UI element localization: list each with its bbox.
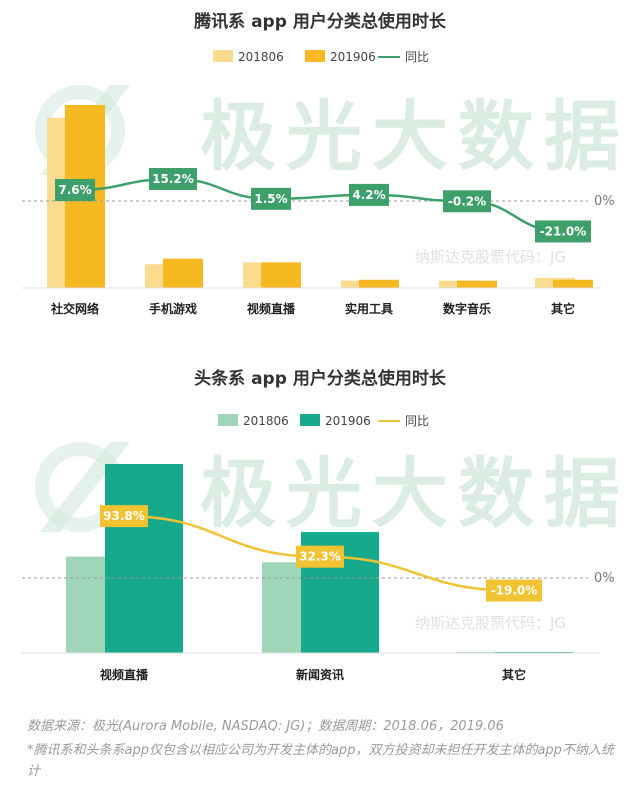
ticker-watermark: 纳斯达克股票代码：JG <box>415 614 566 632</box>
zero-label: 0% <box>594 571 615 586</box>
bar-201806-0 <box>66 556 105 653</box>
yoy-label: 32.3% <box>299 550 341 564</box>
legend-swatch-201906 <box>300 414 320 426</box>
yoy-label-box <box>486 579 542 602</box>
zero-label: 0% <box>594 194 615 209</box>
yoy-label-box <box>296 545 344 568</box>
legend-swatch-201806 <box>213 50 233 62</box>
yoy-label-box <box>100 505 148 528</box>
category-label: 数字音乐 <box>443 301 491 316</box>
legend-label-yoy: 同比 <box>405 50 429 64</box>
legend-label-201806: 201806 <box>238 50 284 64</box>
category-label: 社交网络 <box>50 301 99 316</box>
yoy-label-box <box>149 167 197 190</box>
category-label: 其它 <box>551 301 575 316</box>
bar-201906-3 <box>359 279 399 288</box>
legend-swatch-201906 <box>305 50 325 62</box>
yoy-label-box <box>55 178 95 201</box>
legend-label-201906: 201906 <box>325 414 371 428</box>
brand-watermark: 极光大数据 <box>200 449 630 538</box>
yoy-label-box <box>535 220 591 243</box>
yoy-label: 7.6% <box>58 183 91 197</box>
category-label: 视频直播 <box>100 667 149 682</box>
yoy-label-box <box>443 190 491 213</box>
bar-201806-1 <box>262 562 301 653</box>
yoy-label: -19.0% <box>491 584 538 598</box>
bar-201906-5 <box>553 279 593 288</box>
chart-title: 头条系 app 用户分类总使用时长 <box>194 368 447 389</box>
bar-201906-1 <box>163 258 203 288</box>
yoy-label-box <box>349 183 389 206</box>
category-label: 其它 <box>502 667 526 682</box>
ticker-watermark: 纳斯达克股票代码：JG <box>415 248 566 266</box>
bar-201906-2 <box>261 262 301 288</box>
chart-title: 腾讯系 app 用户分类总使用时长 <box>194 11 447 32</box>
yoy-label: -0.2% <box>448 194 486 208</box>
yoy-label: -21.0% <box>540 224 587 238</box>
brand-watermark: 极光大数据 <box>200 92 630 181</box>
yoy-label: 93.8% <box>103 509 145 523</box>
category-label: 手机游戏 <box>149 301 197 316</box>
bar-201906-4 <box>457 280 497 288</box>
footer-source: 数据来源：极光(Aurora Mobile, NASDAQ: JG)；数据周期：… <box>27 719 504 734</box>
category-label: 新闻资讯 <box>296 667 344 682</box>
legend-label-yoy: 同比 <box>405 414 429 428</box>
yoy-label: 4.2% <box>352 188 385 202</box>
legend-swatch-201806 <box>218 414 238 426</box>
bar-201906-0 <box>105 464 183 653</box>
yoy-label: 1.5% <box>254 192 287 206</box>
category-label: 视频直播 <box>247 301 296 316</box>
footer-note: *腾讯系和头条系app仅包含以相应公司为开发主体的app，双方投资却未担任开发主… <box>27 743 614 779</box>
yoy-label: 15.2% <box>152 172 194 186</box>
yoy-label-box <box>251 187 291 210</box>
legend-label-201906: 201906 <box>330 50 376 64</box>
category-label: 实用工具 <box>345 301 393 316</box>
legend-label-201806: 201806 <box>243 414 289 428</box>
